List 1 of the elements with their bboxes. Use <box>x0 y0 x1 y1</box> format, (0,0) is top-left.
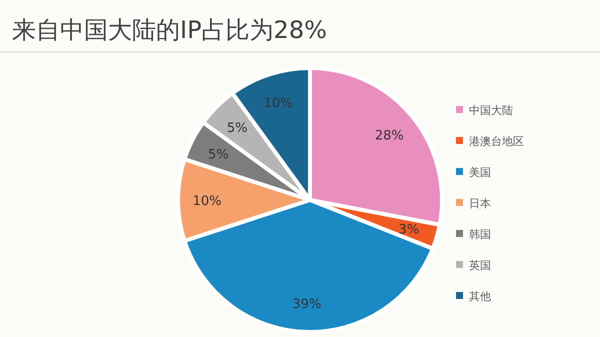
title: 来自中国大陆的IP占比为28% <box>12 16 327 44</box>
